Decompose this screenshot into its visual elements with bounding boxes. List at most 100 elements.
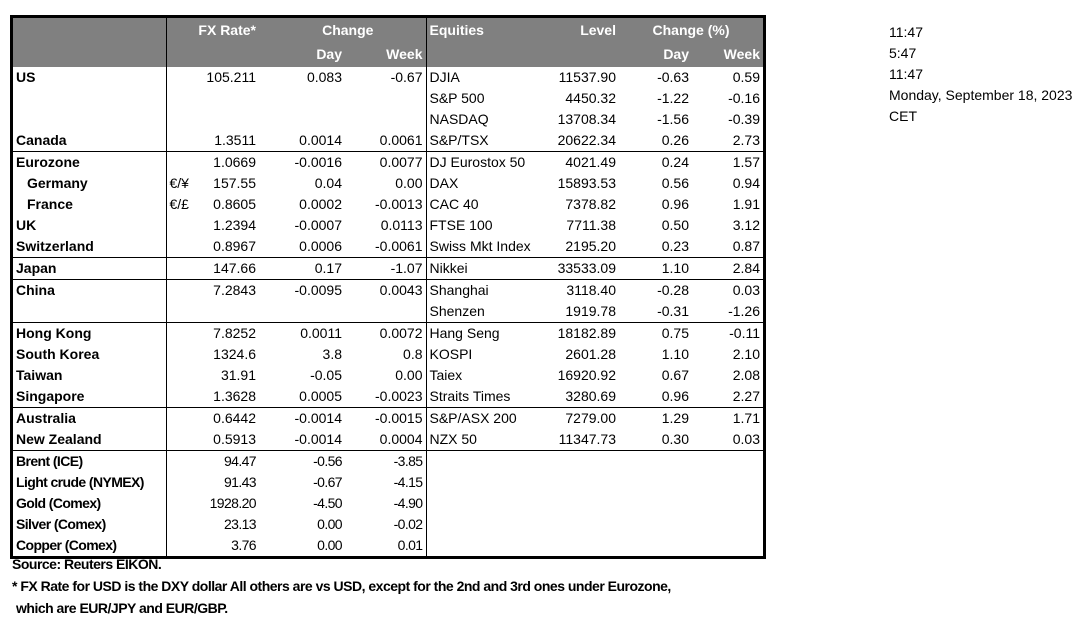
fx-rate-cell xyxy=(166,88,270,109)
fx-day-change: 0.00 xyxy=(317,537,342,553)
fx-day-change: -0.0014 xyxy=(294,410,342,426)
equity-name xyxy=(426,451,531,473)
row-label: Silver (Comex) xyxy=(13,514,167,535)
fx-week-change: -1.07 xyxy=(345,257,427,280)
row-label: France xyxy=(13,194,167,215)
equity-level xyxy=(531,493,619,514)
equity-week-change: 1.57 xyxy=(732,154,760,170)
table-row: Copper (Comex) 3.76 0.00 0.01 xyxy=(13,535,763,556)
fx-week-change xyxy=(345,88,427,109)
fx-day-change: 0.0011 xyxy=(300,325,342,341)
equity-week-change: 2.08 xyxy=(732,367,760,383)
fx-week-change: 0.01 xyxy=(345,535,427,556)
equity-name: Hang Seng xyxy=(429,325,500,341)
table-row: South Korea 1324.6 3.8 0.8 KOSPI 2601.28 1.10 2… xyxy=(13,344,763,365)
equity-day-change: -0.63 xyxy=(657,69,689,85)
fx-rate-cell: 7.8252 xyxy=(166,323,270,345)
date: Monday, September 18, 2023 xyxy=(889,87,1073,103)
fx-rate-cell: 1.3628 xyxy=(166,386,270,408)
equity-week-change: 0.03 xyxy=(732,282,760,298)
fx-rate-cell: €/¥ 157.55 xyxy=(166,173,270,194)
header-row-2: Day Week Day Week xyxy=(13,42,763,67)
fx-rate-cell: 1324.6 xyxy=(166,344,270,365)
fx-pair-prefix: €/¥ xyxy=(169,175,189,191)
fx-day-change: -0.0007 xyxy=(294,217,342,233)
fx-rate-cell: 1.2394 xyxy=(166,215,270,236)
table-row: Japan 147.66 0.17 -1.07 Nikkei 33533.09 1.10 2.… xyxy=(13,257,763,280)
fx-rate-value: 1.3628 xyxy=(213,388,256,404)
row-label: Eurozone xyxy=(13,151,167,173)
equity-name: FTSE 100 xyxy=(429,217,493,233)
fx-footnote-line-2: which are EUR/JPY and EUR/GBP. xyxy=(16,600,228,616)
equity-week-change: -0.11 xyxy=(729,325,760,341)
header-eq-week: Week xyxy=(692,42,763,67)
equity-day-change: 0.26 xyxy=(619,130,692,152)
fx-rate-value: 147.66 xyxy=(213,260,256,276)
table-row: Switzerland 0.8967 0.0006 -0.0061 Swiss Mkt … xyxy=(13,236,763,258)
fx-footnote-line-1: * FX Rate for USD is the DXY dollar All … xyxy=(12,578,671,594)
fx-day-change: -0.0014 xyxy=(270,429,345,451)
equity-week-change: 0.94 xyxy=(732,175,760,191)
equity-day-change: 0.50 xyxy=(661,217,689,233)
equity-name: NZX 50 xyxy=(426,429,531,451)
fx-rate-value: 1.3511 xyxy=(214,132,256,148)
fx-rate-value: 0.6442 xyxy=(213,410,256,426)
fx-week-change: -0.0061 xyxy=(345,236,427,258)
equity-name: DAX xyxy=(429,175,459,191)
fx-rate-value: 1.0669 xyxy=(213,154,256,170)
table-row: Silver (Comex) 23.13 0.00 -0.02 xyxy=(13,514,763,535)
table-row: Germany €/¥ 157.55 0.04 0.00 DAX 15893.53 0.56 0… xyxy=(13,173,763,194)
fx-day-change: -0.56 xyxy=(313,453,343,469)
equity-level xyxy=(531,514,619,535)
row-label: Brent (ICE) xyxy=(13,450,167,472)
equity-level: 1919.78 xyxy=(531,301,619,323)
fx-rate-cell: 0.8967 xyxy=(166,236,270,258)
footnotes: Source: Reuters EIKON. * FX Rate for USD… xyxy=(12,553,671,619)
equity-week-change: -0.39 xyxy=(728,111,760,127)
fx-week-change xyxy=(345,109,427,130)
fx-day-change: 0.0014 xyxy=(270,130,345,152)
row-label: Light crude (NYMEX) xyxy=(13,472,167,493)
fx-week-change: 0.0113 xyxy=(345,215,427,236)
equity-name: Shenzen xyxy=(426,301,531,323)
equity-week-change: 2.84 xyxy=(692,257,763,280)
fx-rate-cell: 0.5913 xyxy=(166,429,270,451)
fx-week-change: 0.0043 xyxy=(345,279,427,301)
equity-level xyxy=(531,472,619,493)
equity-day-change: 0.96 xyxy=(661,196,689,212)
equity-level: 18182.89 xyxy=(557,325,616,341)
row-label: UK xyxy=(13,215,167,236)
fx-day-change: 0.00 xyxy=(317,516,342,532)
equity-name: DJIA xyxy=(429,69,460,85)
equity-week-change: 1.71 xyxy=(732,410,760,426)
equity-week-change: -1.26 xyxy=(692,301,763,323)
timestamp-panel: 11:47 5:47 11:47 Monday, September 18, 2… xyxy=(889,22,1072,127)
fx-day-change: -0.67 xyxy=(313,474,343,490)
source-note: Source: Reuters EIKON. xyxy=(12,556,162,572)
header-eq-day: Day xyxy=(619,42,692,67)
fx-week-change: -0.67 xyxy=(345,67,427,88)
header-equities: Equities xyxy=(426,18,531,42)
fx-rate-cell: 1928.20 xyxy=(166,493,270,514)
equity-week-change xyxy=(692,451,763,473)
row-label: Copper (Comex) xyxy=(13,535,167,556)
row-label: New Zealand xyxy=(13,429,167,451)
equity-level: 2601.28 xyxy=(565,346,616,362)
fx-day-change xyxy=(270,88,345,109)
fx-day-change: -4.50 xyxy=(313,495,343,511)
fx-rate-value: 0.5913 xyxy=(213,431,256,447)
table-row: Eurozone 1.0669 -0.0016 0.0077 DJ Eurostox 5… xyxy=(13,151,763,174)
fx-rate-cell: 0.6442 xyxy=(166,408,270,430)
fx-rate-cell: 91.43 xyxy=(166,472,270,493)
equity-day-change: -1.22 xyxy=(657,90,689,106)
table-row: Singapore 1.3628 0.0005 -0.0023 Straits Time… xyxy=(13,386,763,408)
equity-week-change: 2.10 xyxy=(732,346,760,362)
fx-rate-value: 1.2394 xyxy=(213,217,256,233)
fx-rate-cell: 1.0669 xyxy=(166,152,270,174)
fx-week-change: -4.15 xyxy=(345,472,427,493)
equity-level: 16920.92 xyxy=(557,367,616,383)
fx-day-change: -0.05 xyxy=(310,367,342,383)
header-blank xyxy=(426,42,531,67)
fx-rate-value: 23.13 xyxy=(223,516,257,532)
header-fx-rate: FX Rate* xyxy=(166,18,270,42)
